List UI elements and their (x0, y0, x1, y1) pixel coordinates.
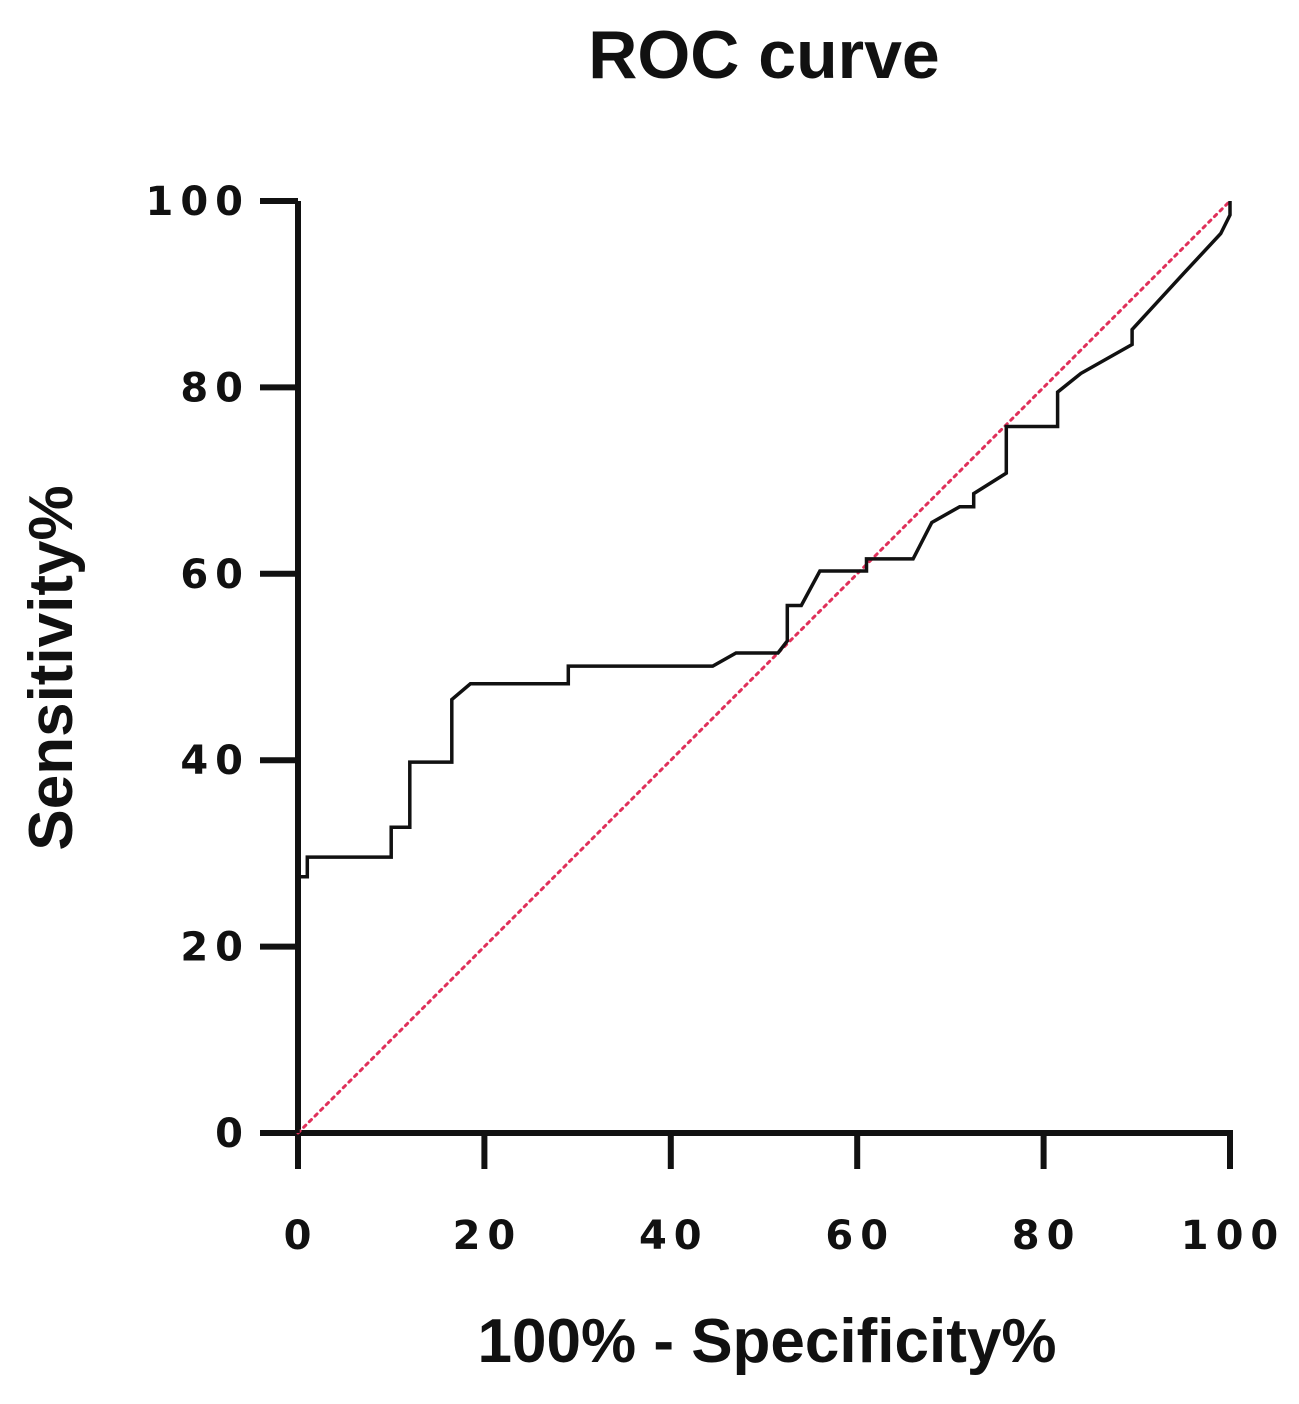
y-tick-label: 0 (215, 1111, 250, 1157)
ticks: 0 20 40 60 80 100 0 20 40 60 80 100 (146, 179, 1286, 1259)
x-tick-label: 100 (1181, 1213, 1286, 1259)
x-tick-label: 20 (453, 1213, 523, 1259)
x-tick-label: 60 (825, 1213, 895, 1259)
y-tick-label: 80 (180, 365, 250, 411)
y-axis-title: Sensitivity% (17, 485, 86, 850)
x-tick-label: 40 (639, 1213, 709, 1259)
series-layer (296, 199, 1232, 1135)
y-tick-label: 100 (146, 179, 251, 225)
y-tick-label: 60 (180, 552, 250, 598)
y-tick-label: 20 (180, 925, 250, 971)
y-tick-label: 40 (180, 738, 250, 784)
roc-curve-line (296, 201, 1232, 1133)
x-tick-label: 80 (1012, 1213, 1082, 1259)
x-tick-label: 0 (284, 1213, 319, 1259)
reference-line (296, 199, 1232, 1135)
chart-title: ROC curve (588, 17, 939, 93)
x-axis-title: 100% - Specificity% (478, 1307, 1057, 1376)
